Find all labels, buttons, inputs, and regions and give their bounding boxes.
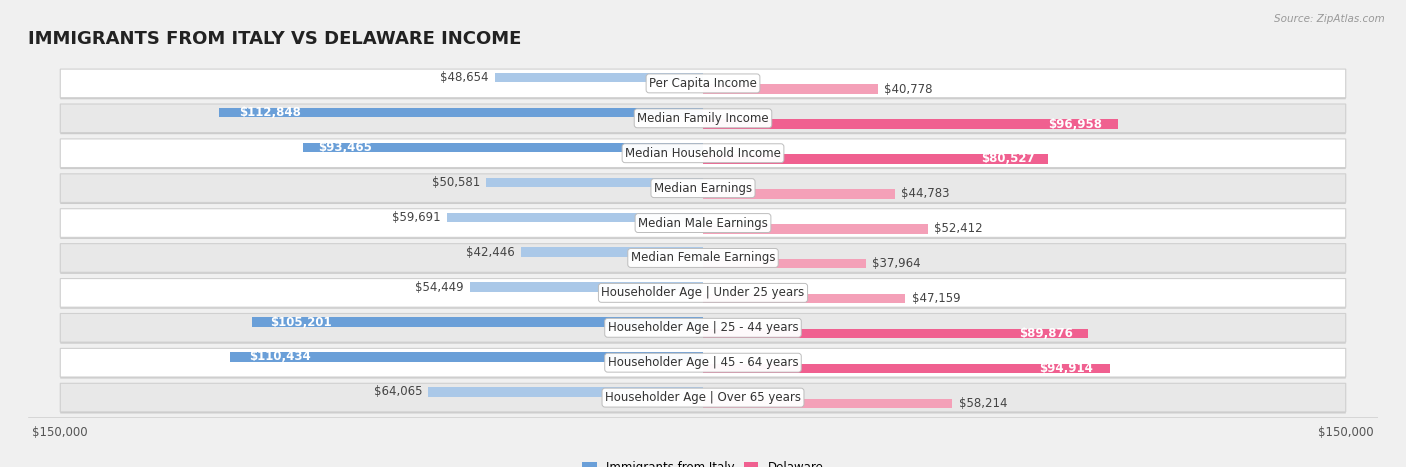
- FancyBboxPatch shape: [302, 143, 703, 152]
- Text: $47,159: $47,159: [911, 292, 960, 305]
- Text: $40,778: $40,778: [884, 83, 932, 96]
- FancyBboxPatch shape: [447, 212, 703, 222]
- Text: Householder Age | Over 65 years: Householder Age | Over 65 years: [605, 391, 801, 404]
- FancyBboxPatch shape: [60, 69, 1346, 99]
- FancyBboxPatch shape: [60, 278, 1346, 307]
- FancyBboxPatch shape: [495, 73, 703, 82]
- FancyBboxPatch shape: [252, 317, 703, 327]
- FancyBboxPatch shape: [703, 189, 894, 198]
- Text: Householder Age | 45 - 64 years: Householder Age | 45 - 64 years: [607, 356, 799, 369]
- FancyBboxPatch shape: [60, 279, 1346, 309]
- FancyBboxPatch shape: [60, 383, 1346, 412]
- Text: $94,914: $94,914: [1039, 362, 1094, 375]
- FancyBboxPatch shape: [486, 177, 703, 187]
- Text: $52,412: $52,412: [934, 222, 983, 235]
- FancyBboxPatch shape: [703, 399, 952, 408]
- FancyBboxPatch shape: [470, 283, 703, 292]
- FancyBboxPatch shape: [703, 154, 1047, 164]
- FancyBboxPatch shape: [429, 387, 703, 396]
- Text: Median Earnings: Median Earnings: [654, 182, 752, 195]
- Text: $42,446: $42,446: [465, 246, 515, 259]
- Text: $93,465: $93,465: [319, 141, 373, 154]
- FancyBboxPatch shape: [60, 69, 1346, 98]
- FancyBboxPatch shape: [703, 364, 1109, 373]
- Text: Per Capita Income: Per Capita Income: [650, 77, 756, 90]
- Text: $96,958: $96,958: [1047, 118, 1102, 131]
- FancyBboxPatch shape: [60, 139, 1346, 169]
- FancyBboxPatch shape: [60, 313, 1346, 342]
- Text: Median Female Earnings: Median Female Earnings: [631, 251, 775, 264]
- FancyBboxPatch shape: [703, 224, 928, 234]
- Text: Householder Age | 25 - 44 years: Householder Age | 25 - 44 years: [607, 321, 799, 334]
- FancyBboxPatch shape: [60, 383, 1346, 413]
- Text: $110,434: $110,434: [249, 350, 311, 363]
- FancyBboxPatch shape: [219, 108, 703, 117]
- Text: $59,691: $59,691: [392, 211, 441, 224]
- Text: $37,964: $37,964: [872, 257, 921, 270]
- Text: $54,449: $54,449: [415, 281, 463, 294]
- FancyBboxPatch shape: [60, 209, 1346, 237]
- Text: $58,214: $58,214: [959, 397, 1007, 410]
- Text: $105,201: $105,201: [270, 316, 332, 328]
- FancyBboxPatch shape: [60, 244, 1346, 272]
- Text: $44,783: $44,783: [901, 187, 950, 200]
- FancyBboxPatch shape: [60, 348, 1346, 379]
- FancyBboxPatch shape: [60, 174, 1346, 204]
- Text: Source: ZipAtlas.com: Source: ZipAtlas.com: [1274, 14, 1385, 24]
- Text: Median Household Income: Median Household Income: [626, 147, 780, 160]
- Text: Median Family Income: Median Family Income: [637, 112, 769, 125]
- FancyBboxPatch shape: [60, 209, 1346, 239]
- FancyBboxPatch shape: [60, 139, 1346, 168]
- Text: $89,876: $89,876: [1019, 327, 1073, 340]
- FancyBboxPatch shape: [229, 352, 703, 361]
- Text: $50,581: $50,581: [432, 176, 479, 189]
- FancyBboxPatch shape: [522, 248, 703, 257]
- FancyBboxPatch shape: [60, 244, 1346, 274]
- Text: $48,654: $48,654: [440, 71, 488, 84]
- FancyBboxPatch shape: [703, 294, 905, 304]
- FancyBboxPatch shape: [60, 104, 1346, 134]
- Text: Median Male Earnings: Median Male Earnings: [638, 217, 768, 230]
- FancyBboxPatch shape: [703, 85, 877, 94]
- FancyBboxPatch shape: [703, 259, 866, 269]
- FancyBboxPatch shape: [703, 329, 1088, 338]
- Text: IMMIGRANTS FROM ITALY VS DELAWARE INCOME: IMMIGRANTS FROM ITALY VS DELAWARE INCOME: [28, 30, 522, 48]
- Legend: Immigrants from Italy, Delaware: Immigrants from Italy, Delaware: [578, 457, 828, 467]
- Text: $64,065: $64,065: [374, 385, 422, 398]
- FancyBboxPatch shape: [703, 120, 1118, 129]
- FancyBboxPatch shape: [60, 104, 1346, 133]
- FancyBboxPatch shape: [60, 348, 1346, 377]
- FancyBboxPatch shape: [60, 314, 1346, 344]
- Text: $112,848: $112,848: [239, 106, 301, 119]
- Text: Householder Age | Under 25 years: Householder Age | Under 25 years: [602, 286, 804, 299]
- Text: $80,527: $80,527: [980, 153, 1035, 165]
- FancyBboxPatch shape: [60, 174, 1346, 203]
